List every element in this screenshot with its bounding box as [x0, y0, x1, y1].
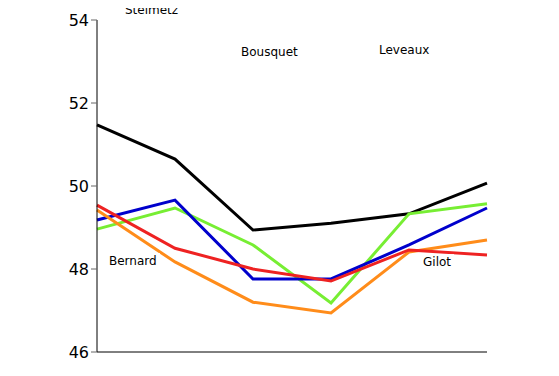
svg-text:52: 52 — [69, 94, 89, 113]
svg-text:48: 48 — [69, 260, 89, 279]
html-text:Steimetz: Steimetz — [125, 3, 179, 17]
svg-text:50: 50 — [69, 177, 89, 196]
svg-text:54: 54 — [69, 11, 89, 30]
html-text:Bousquet: Bousquet — [241, 45, 298, 59]
html-text:Leveaux: Leveaux — [379, 43, 430, 57]
html-text:Bernard: Bernard — [109, 254, 157, 268]
html-text:Gilot: Gilot — [423, 255, 451, 269]
svg-text:46: 46 — [69, 343, 89, 362]
